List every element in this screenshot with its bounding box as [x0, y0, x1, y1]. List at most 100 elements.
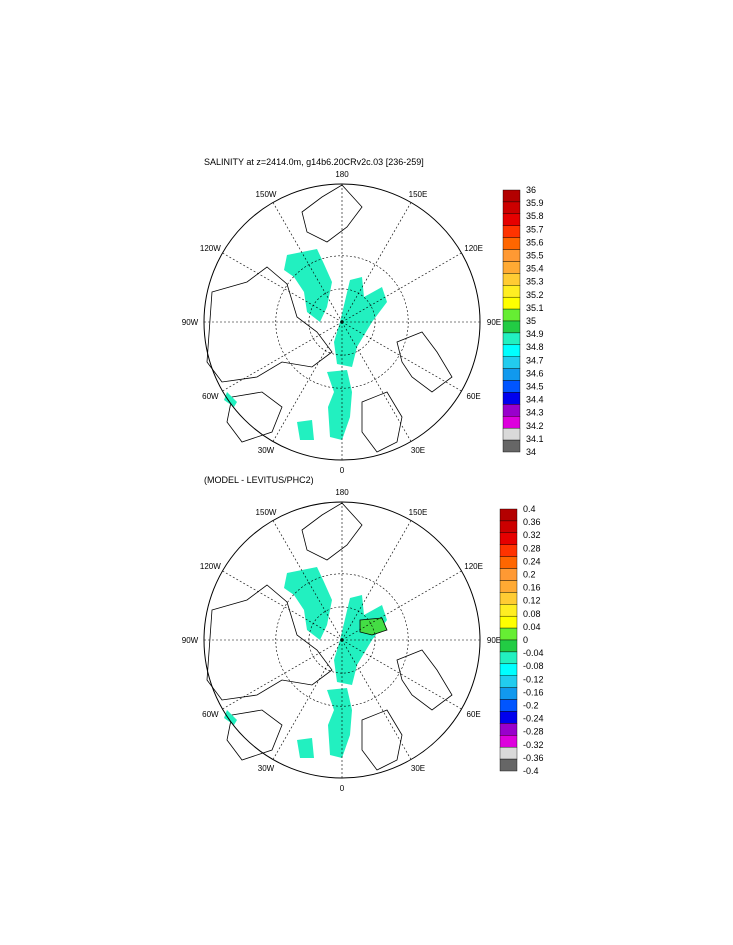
- colorbar-swatch: [502, 249, 521, 262]
- meridian-label: 60E: [467, 392, 481, 401]
- meridian-label: 90E: [487, 318, 501, 327]
- colorbar-swatch: [502, 404, 521, 417]
- colorbar-swatch: [502, 273, 521, 286]
- salinity-map: 180 150E 120E 90E 60E 30E 0 30W 60W 90W 120W 150W: [182, 170, 501, 475]
- colorbar-swatch: [502, 392, 521, 405]
- meridian-label: 150E: [409, 508, 428, 517]
- field-patch: [297, 420, 314, 440]
- salinity-colorbar: 36 35.9 35.8 35.7 35.6 35.5 35.4 35.3 35.2 35.1 35…: [502, 185, 544, 457]
- colorbar-label: 0.16: [523, 583, 541, 593]
- field-patch: [224, 392, 237, 407]
- coastline: [226, 709, 283, 761]
- colorbar-label: 34.2: [526, 421, 544, 431]
- field-patch: [284, 567, 332, 640]
- colorbar-swatch: [499, 651, 518, 665]
- meridian-label: 30W: [258, 764, 275, 773]
- coastline: [361, 709, 403, 771]
- colorbar-label: 0.36: [523, 517, 541, 527]
- meridian-label: 30E: [411, 446, 425, 455]
- colorbar-label: 34.5: [526, 382, 544, 392]
- meridian-line: [341, 202, 412, 323]
- latitude-circle: [275, 255, 409, 389]
- colorbar-swatch: [502, 332, 521, 346]
- map-boundary: [203, 183, 481, 461]
- meridian-label: 90W: [182, 318, 199, 327]
- coastline: [301, 502, 363, 561]
- colorbar-label: 35.5: [526, 251, 544, 261]
- colorbar-swatch: [502, 356, 521, 369]
- colorbar-label: -0.36: [523, 753, 544, 763]
- meridian-label: 120E: [464, 244, 483, 253]
- meridian-line: [341, 639, 412, 760]
- colorbar-swatch: [502, 213, 521, 226]
- colorbar-swatch: [502, 225, 521, 238]
- colorbar-label: 35.3: [526, 277, 544, 287]
- meridian-label: 90E: [487, 636, 501, 645]
- colorbar-label: 34.7: [526, 355, 544, 365]
- colorbar-swatch: [499, 615, 518, 629]
- colorbar-label: 35.2: [526, 290, 544, 300]
- coastline: [361, 391, 403, 453]
- meridian-label: 60E: [467, 710, 481, 719]
- colorbar-swatch: [499, 735, 518, 748]
- colorbar-label: 0.4: [523, 504, 536, 514]
- field-patch: [334, 277, 387, 367]
- colorbar-label: -0.4: [523, 766, 539, 776]
- colorbar-label: 34.1: [526, 434, 544, 444]
- meridian-label: 0: [340, 466, 345, 475]
- colorbar-label: 34: [526, 447, 536, 457]
- colorbar-label: 35.9: [526, 198, 544, 208]
- colorbar-label: 0.04: [523, 622, 541, 632]
- colorbar-swatch: [499, 723, 518, 736]
- meridian-line: [222, 639, 343, 710]
- colorbar-label: -0.28: [523, 727, 544, 737]
- colorbar-swatch: [499, 711, 518, 724]
- colorbar-label: 36: [526, 185, 536, 195]
- meridian-line: [272, 639, 343, 760]
- colorbar-label: 35.8: [526, 211, 544, 221]
- meridian-line: [272, 520, 343, 641]
- field-patch: [334, 595, 387, 685]
- colorbar-label: -0.2: [523, 701, 539, 711]
- meridian-label: 90W: [182, 636, 199, 645]
- colorbar-swatch: [502, 439, 521, 453]
- colorbar-label: 0: [523, 635, 528, 645]
- colorbar-label: -0.24: [523, 714, 544, 724]
- meridian-line: [272, 202, 343, 323]
- field-patch: [327, 688, 352, 758]
- field-patch: [284, 249, 332, 322]
- meridian-line: [341, 321, 462, 392]
- meridian-line: [341, 570, 462, 641]
- coastline: [206, 266, 333, 383]
- coastline: [206, 584, 333, 701]
- colorbar-label: -0.12: [523, 674, 544, 684]
- colorbar-swatch: [502, 261, 521, 274]
- meridian-line: [222, 321, 343, 392]
- colorbar-swatch: [499, 699, 518, 712]
- colorbar-swatch: [499, 675, 518, 688]
- colorbar-label: 0.08: [523, 609, 541, 619]
- map-boundary: [203, 501, 481, 779]
- colorbar-swatch: [502, 416, 521, 429]
- positive-anomaly-patch: [359, 617, 388, 636]
- meridian-line: [341, 321, 412, 442]
- colorbar-swatch: [499, 580, 518, 593]
- difference-colorbar: 0.4 0.36 0.32 0.28 0.24 0.2 0.16 0.12 0.08 0.04 0 -…: [499, 504, 544, 776]
- meridian-line: [222, 570, 343, 641]
- colorbar-label: -0.08: [523, 661, 544, 671]
- meridian-label: 150E: [409, 190, 428, 199]
- colorbar-swatch: [502, 427, 521, 441]
- meridian-label: 30W: [258, 446, 275, 455]
- meridian-label: 60W: [202, 710, 219, 719]
- field-patch: [327, 370, 352, 440]
- colorbar-swatch: [499, 687, 518, 700]
- colorbar-swatch: [499, 544, 518, 557]
- coastline: [396, 331, 453, 393]
- colorbar-swatch: [499, 746, 518, 760]
- coastline: [396, 649, 453, 711]
- colorbar-swatch: [499, 520, 518, 534]
- colorbar-swatch: [499, 508, 518, 522]
- coastline: [301, 184, 363, 243]
- latitude-circle: [275, 573, 409, 707]
